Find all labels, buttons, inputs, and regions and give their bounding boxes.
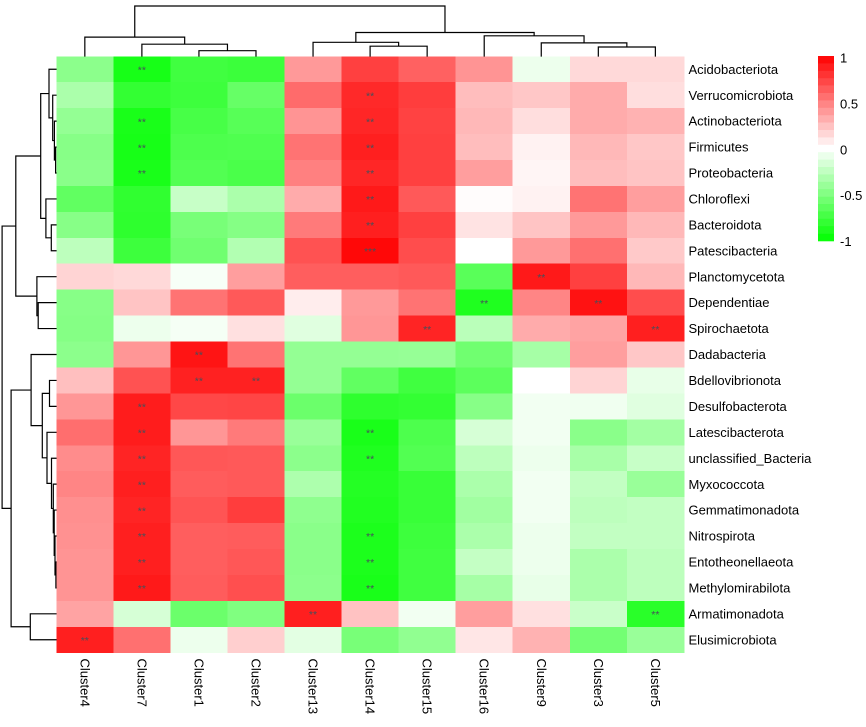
svg-text:**: **: [366, 90, 374, 102]
svg-text:Cluster14: Cluster14: [363, 659, 378, 715]
svg-text:Cluster7: Cluster7: [134, 659, 149, 707]
svg-text:**: **: [81, 635, 89, 647]
svg-text:Desulfobacterota: Desulfobacterota: [689, 399, 788, 414]
svg-text:**: **: [138, 402, 146, 414]
svg-text:**: **: [309, 609, 317, 621]
svg-text:**: **: [366, 583, 374, 595]
svg-text:Cluster3: Cluster3: [591, 659, 606, 707]
svg-text:**: **: [195, 350, 203, 362]
svg-text:Chloroflexi: Chloroflexi: [689, 192, 751, 207]
svg-text:**: **: [423, 324, 431, 336]
svg-text:Actinobacteriota: Actinobacteriota: [689, 114, 783, 129]
svg-text:**: **: [366, 116, 374, 128]
svg-text:0.5: 0.5: [840, 97, 858, 112]
svg-text:Elusimicrobiota: Elusimicrobiota: [689, 632, 778, 647]
svg-text:Planctomycetota: Planctomycetota: [689, 269, 786, 284]
svg-text:**: **: [366, 557, 374, 569]
svg-text:**: **: [138, 531, 146, 543]
svg-text:Latescibacterota: Latescibacterota: [689, 425, 785, 440]
svg-text:**: **: [366, 194, 374, 206]
svg-text:**: **: [138, 505, 146, 517]
svg-text:0: 0: [840, 142, 847, 157]
svg-text:**: **: [138, 479, 146, 491]
svg-text:Spirochaetota: Spirochaetota: [689, 321, 770, 336]
svg-text:**: **: [366, 531, 374, 543]
svg-text:**: **: [480, 298, 488, 310]
svg-text:Firmicutes: Firmicutes: [689, 140, 749, 155]
svg-text:Cluster16: Cluster16: [477, 659, 492, 715]
svg-text:Myxococcota: Myxococcota: [689, 477, 766, 492]
svg-text:Proteobacteria: Proteobacteria: [689, 166, 774, 181]
svg-text:**: **: [138, 557, 146, 569]
svg-text:Entotheonellaeota: Entotheonellaeota: [689, 555, 795, 570]
svg-text:Verrucomicrobiota: Verrucomicrobiota: [689, 88, 795, 103]
svg-text:-0.5: -0.5: [840, 188, 862, 203]
svg-text:**: **: [138, 142, 146, 154]
svg-text:**: **: [366, 428, 374, 440]
svg-text:Cluster1: Cluster1: [191, 659, 206, 707]
svg-text:Patescibacteria: Patescibacteria: [689, 243, 779, 258]
svg-text:Cluster9: Cluster9: [534, 659, 549, 707]
svg-text:***: ***: [364, 246, 376, 258]
svg-text:Cluster2: Cluster2: [249, 659, 264, 707]
svg-text:Dadabacteria: Dadabacteria: [689, 347, 767, 362]
svg-text:**: **: [138, 428, 146, 440]
svg-text:Bacteroidota: Bacteroidota: [689, 217, 763, 232]
svg-text:Armatimonadota: Armatimonadota: [689, 606, 785, 621]
svg-text:**: **: [594, 298, 602, 310]
svg-text:**: **: [138, 65, 146, 77]
svg-text:**: **: [366, 453, 374, 465]
svg-text:**: **: [651, 324, 659, 336]
svg-text:Acidobacteriota: Acidobacteriota: [689, 62, 779, 77]
svg-text:Cluster15: Cluster15: [420, 659, 435, 715]
svg-text:**: **: [138, 168, 146, 180]
svg-text:**: **: [537, 272, 545, 284]
svg-text:**: **: [195, 376, 203, 388]
svg-text:Cluster4: Cluster4: [77, 659, 92, 707]
svg-text:**: **: [366, 220, 374, 232]
svg-text:Cluster5: Cluster5: [648, 659, 663, 707]
svg-text:Methylomirabilota: Methylomirabilota: [689, 581, 792, 596]
svg-text:Cluster13: Cluster13: [306, 659, 321, 715]
svg-text:**: **: [138, 116, 146, 128]
svg-text:unclassified_Bacteria: unclassified_Bacteria: [689, 451, 813, 466]
svg-text:**: **: [651, 609, 659, 621]
svg-text:Gemmatimonadota: Gemmatimonadota: [689, 503, 800, 518]
svg-text:Nitrospirota: Nitrospirota: [689, 529, 756, 544]
svg-text:**: **: [138, 583, 146, 595]
svg-text:**: **: [252, 376, 260, 388]
svg-text:-1: -1: [840, 234, 852, 249]
svg-text:**: **: [366, 168, 374, 180]
svg-text:1: 1: [840, 51, 847, 66]
svg-text:**: **: [366, 142, 374, 154]
svg-text:**: **: [138, 453, 146, 465]
svg-text:Bdellovibrionota: Bdellovibrionota: [689, 373, 782, 388]
svg-text:Dependentiae: Dependentiae: [689, 295, 770, 310]
